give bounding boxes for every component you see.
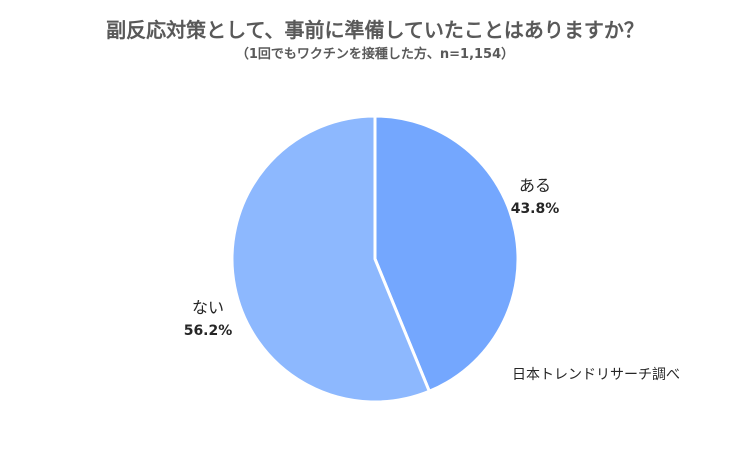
chart-subtitle: （1回でもワクチンを接種した方、n=1,154） [235,47,515,62]
pie-slice-no [230,114,431,404]
source-credit: 日本トレンドリサーチ調べ [512,367,680,383]
slice-label-yes: ある [519,176,551,195]
slice-value-yes: 43.8% [511,201,560,217]
slice-value-no: 56.2% [184,323,233,339]
chart-title: 副反応対策として、事前に準備していたことはありますか？ [106,18,644,42]
slice-label-no: ない [192,298,224,317]
pie-slice-yes [373,114,520,393]
